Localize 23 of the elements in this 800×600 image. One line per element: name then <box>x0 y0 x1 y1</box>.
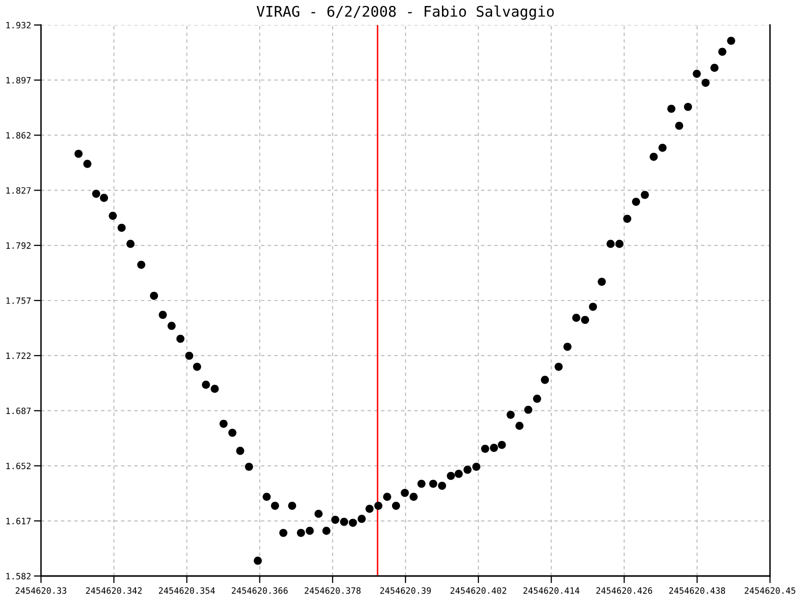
x-tick-label: 2454620.426 <box>596 587 652 594</box>
x-tick-label: 2454620.438 <box>669 587 726 594</box>
x-tick-label: 2454620.342 <box>86 587 142 594</box>
x-tick-label: 2454620.414 <box>523 587 580 594</box>
x-tick-label: 2454620.402 <box>450 587 506 594</box>
x-tick-label: 2454620.39 <box>380 587 431 594</box>
y-tick-label: 1.932 <box>6 22 31 28</box>
y-tick-label: 1.897 <box>6 77 31 84</box>
y-tick-label: 1.722 <box>6 352 31 359</box>
y-tick-label: 1.687 <box>6 408 31 414</box>
x-tick-label: 2454620.378 <box>304 587 361 594</box>
y-tick-label: 1.792 <box>6 242 31 249</box>
y-tick-label: 1.757 <box>6 298 31 304</box>
x-tick-label: 2454620.45 <box>744 587 796 594</box>
chart-title: VIRAG - 6/2/2008 - Fabio Salvaggio <box>256 6 554 20</box>
y-tick-label: 1.582 <box>6 572 31 580</box>
x-tick-label: 2454620.366 <box>232 587 288 594</box>
y-tick-label: 1.862 <box>6 132 31 139</box>
y-tick-label: 1.617 <box>6 518 31 524</box>
y-tick-label: 1.652 <box>6 462 31 470</box>
x-tick-label: 2454620.33 <box>16 587 66 594</box>
y-tick-label: 1.827 <box>6 187 31 194</box>
x-tick-label: 2454620.354 <box>158 587 215 594</box>
